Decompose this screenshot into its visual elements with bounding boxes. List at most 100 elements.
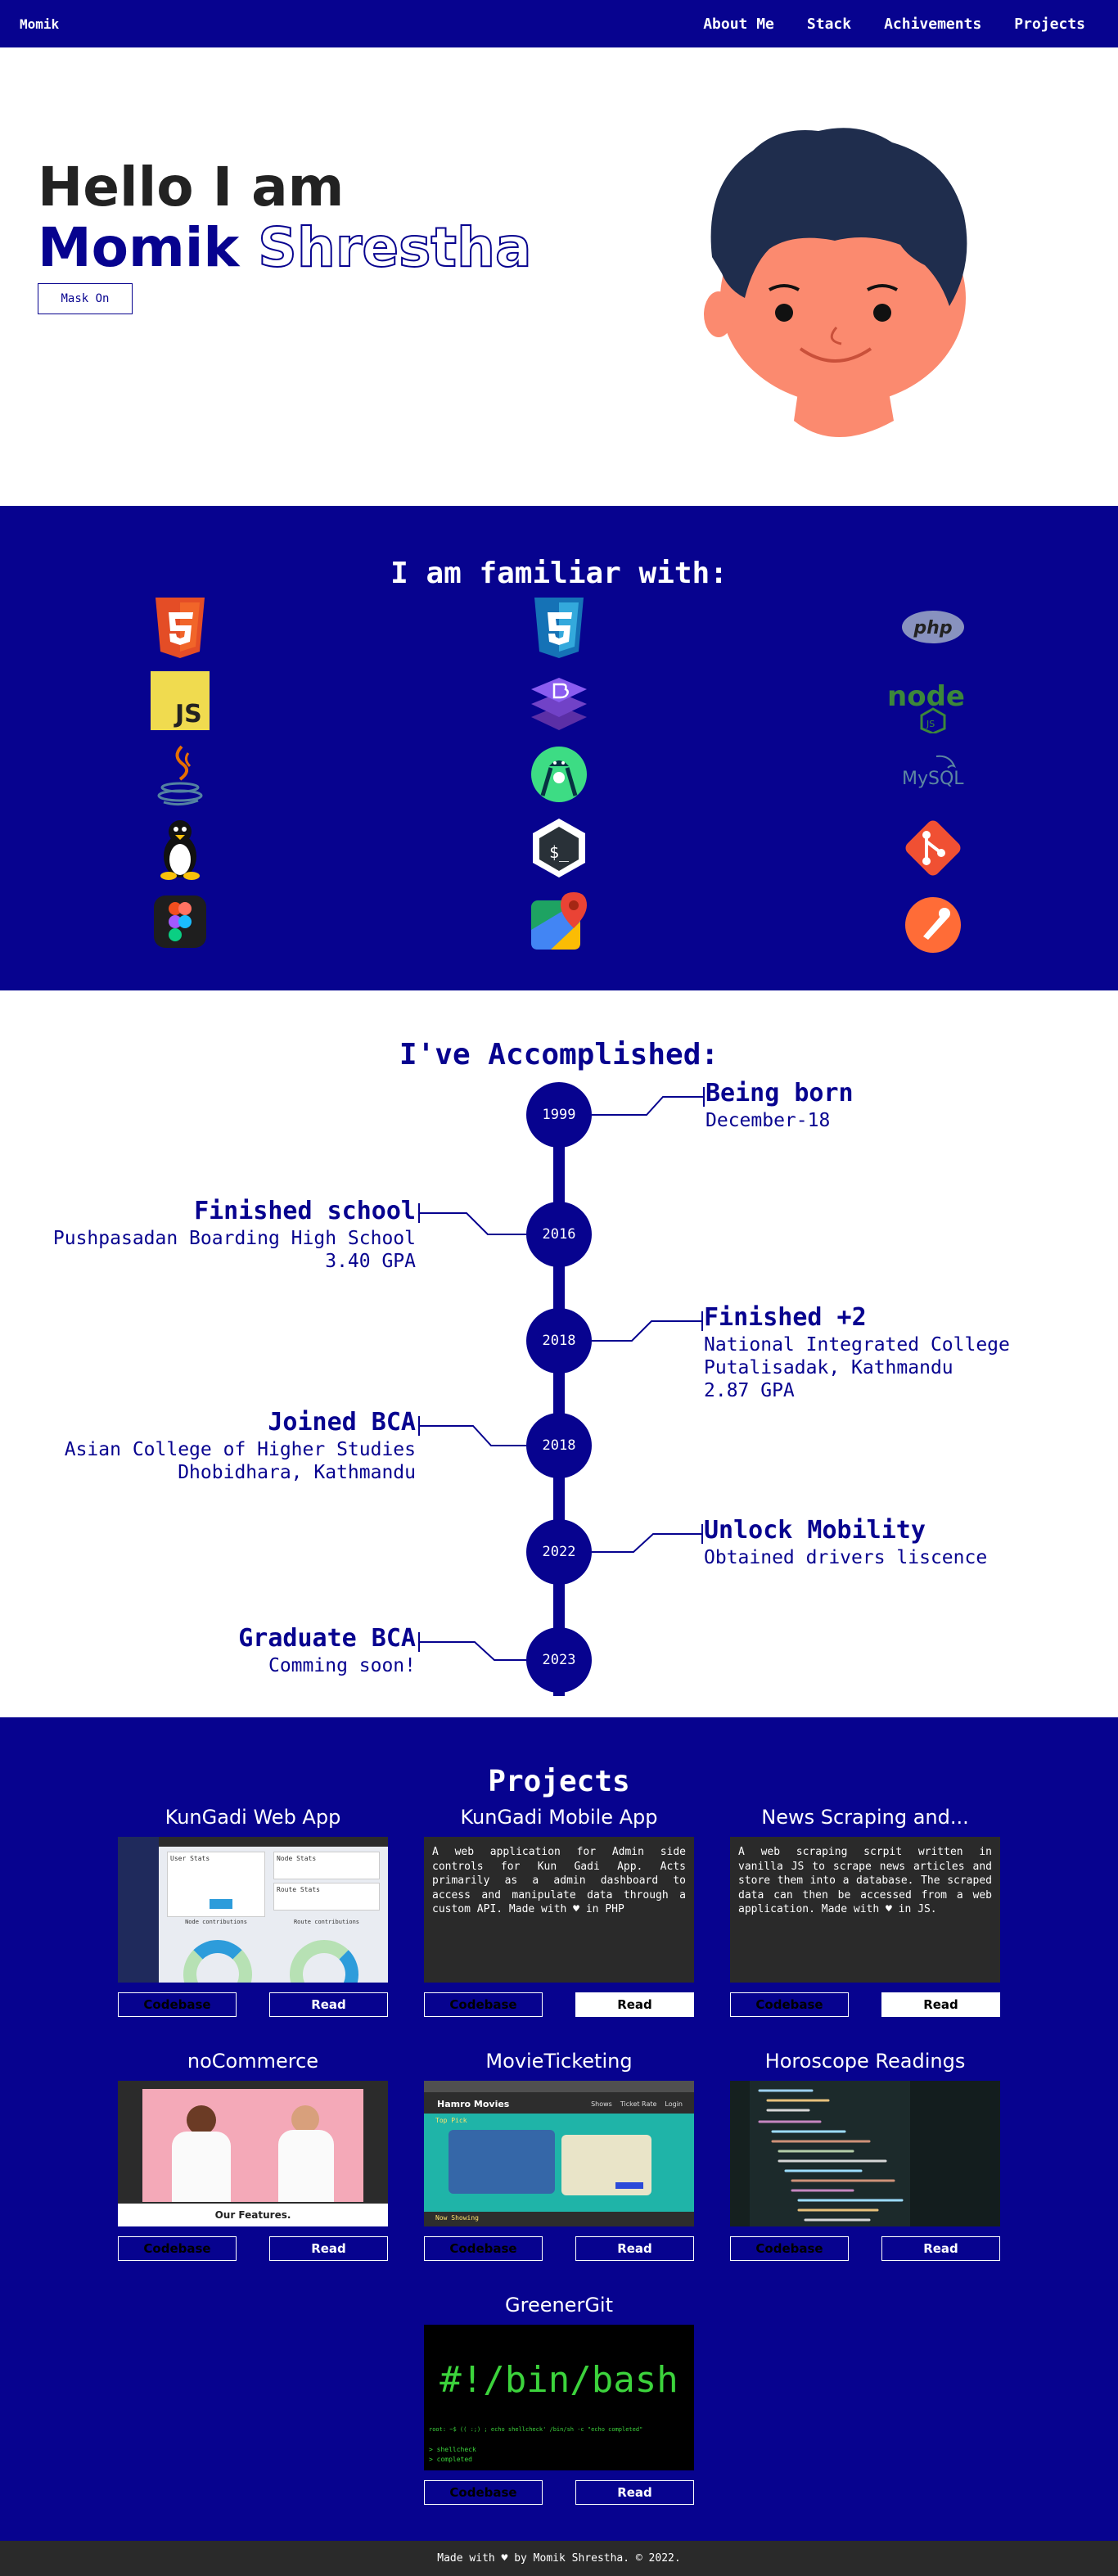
project-card-kungadi-web: KunGadi Web App User Stats Node Stats Ro… <box>118 1804 388 2017</box>
nav-link-about-me[interactable]: About Me <box>703 15 774 33</box>
codebase-button[interactable]: Codebase <box>118 1992 237 2017</box>
event-line: 2.87 GPA <box>704 1379 795 1401</box>
top-navbar: Momik About Me Stack Achivements Project… <box>0 0 1118 47</box>
event-title: Finished +2 <box>704 1303 867 1332</box>
bash-output-2: > completed <box>429 2456 472 2463</box>
achievements-title: I've Accomplished: <box>399 1038 719 1071</box>
hero-name: Momik Shrestha <box>38 215 533 280</box>
codebase-button[interactable]: Codebase <box>730 1992 849 2017</box>
java-icon <box>157 745 203 806</box>
javascript-icon-label: JS <box>174 700 202 729</box>
bash-shebang-text: #!/bin/bash <box>440 2359 678 2401</box>
project-actions: Codebase Read <box>424 1992 694 2017</box>
projects-section: Projects KunGadi Web App User Stats Node… <box>0 1717 1118 2541</box>
timeline-node-2023: 2023 <box>526 1627 592 1693</box>
project-card-kungadi-mobile: KunGadi Mobile App A web application for… <box>424 1804 694 2017</box>
css3-icon <box>534 598 584 658</box>
codebase-button[interactable]: Codebase <box>424 2236 543 2261</box>
mask-on-button[interactable]: Mask On <box>38 283 133 314</box>
google-maps-icon <box>531 892 587 950</box>
project-actions: Codebase Read <box>118 2236 388 2261</box>
event-title: Graduate BCA <box>238 1624 416 1653</box>
event-being-born: Being born December-18 <box>706 1079 854 1132</box>
codebase-button[interactable]: Codebase <box>424 2480 543 2505</box>
event-line: Dhobidhara, Kathmandu <box>178 1461 416 1483</box>
project-title: noCommerce <box>187 2050 319 2073</box>
footer-text: Made with ♥ by Momik Shrestha. © 2022. <box>437 2552 681 2565</box>
dashboard-node-contrib: Node contributions <box>185 1919 247 1925</box>
nav-link-projects[interactable]: Projects <box>1014 15 1085 33</box>
event-line: Comming soon! <box>268 1654 416 1676</box>
read-button[interactable]: Read <box>269 2236 388 2261</box>
nav-link-stack[interactable]: Stack <box>806 15 852 33</box>
read-button[interactable]: Read <box>575 2480 694 2505</box>
achievements-section: I've Accomplished: 1999 2016 2018 2018 2… <box>0 990 1118 1717</box>
read-button[interactable]: Read <box>575 2236 694 2261</box>
project-title: KunGadi Web App <box>165 1806 341 1829</box>
dashboard-route-contrib: Route contributions <box>293 1919 360 1925</box>
project-actions: Codebase Read <box>118 1992 388 2017</box>
nodejs-icon-sublabel: JS <box>926 719 935 729</box>
mysql-icon-label: MySQL <box>902 769 964 789</box>
project-card-horoscope: Horoscope Readings <box>730 2048 1000 2261</box>
event-line: Pushpasadan Boarding High School <box>52 1227 416 1249</box>
event-line: December-18 <box>706 1109 831 1131</box>
projects-title: Projects <box>488 1765 630 1798</box>
code-editor-illustration-icon <box>730 2081 1000 2226</box>
footer: Made with ♥ by Momik Shrestha. © 2022. <box>0 2541 1118 2576</box>
php-icon-label: php <box>913 618 952 638</box>
mysql-icon: MySQL <box>902 755 964 789</box>
event-graduate-bca: Graduate BCA Comming soon! <box>238 1624 416 1677</box>
project-title: GreenerGit <box>505 2294 613 2317</box>
nav-link-achievements[interactable]: Achivements <box>884 15 982 33</box>
read-button[interactable]: Read <box>881 2236 1000 2261</box>
project-title: Horoscope Readings <box>764 2050 966 2073</box>
movies-top-pick: Top Pick <box>435 2117 467 2124</box>
read-button[interactable]: Read <box>881 1992 1000 2017</box>
project-actions: Codebase Read <box>424 2480 694 2505</box>
brand-logo[interactable]: Momik <box>20 16 60 32</box>
movies-nav: Shows Ticket Rate Login <box>591 2100 683 2108</box>
project-thumbnail: Our Features. <box>118 2081 388 2226</box>
figma-icon <box>154 896 206 948</box>
hero-last-name: Shrestha <box>257 215 532 280</box>
stack-section: I am familiar with: JS <box>0 506 1118 990</box>
codebase-button[interactable]: Codebase <box>118 2236 237 2261</box>
project-title: KunGadi Mobile App <box>460 1806 658 1829</box>
stack-title: I am familiar with: <box>390 557 728 590</box>
event-title: Finished school <box>194 1197 416 1225</box>
project-card-movieticketing: MovieTicketing Hamro Movies Shows Ticket… <box>424 2048 694 2261</box>
project-thumbnail: #!/bin/bash root: ~$ (( :;) ; echo shell… <box>424 2325 694 2470</box>
codebase-button[interactable]: Codebase <box>424 1992 543 2017</box>
timeline-node-2016: 2016 <box>526 1202 592 1267</box>
read-button[interactable]: Read <box>269 1992 388 2017</box>
codebase-button[interactable]: Codebase <box>730 2236 849 2261</box>
bash-icon-label: $_ <box>549 842 570 862</box>
hero-greeting: Hello I am <box>38 156 345 219</box>
project-description: A web application for Admin side control… <box>424 1837 694 1983</box>
timeline-node-2018b: 2018 <box>526 1413 592 1478</box>
linux-icon <box>160 820 200 880</box>
bash-output-1: > shellcheck <box>429 2446 476 2453</box>
nodejs-icon: node JS <box>887 680 965 733</box>
nocommerce-caption: Our Features. <box>118 2204 388 2226</box>
git-icon <box>905 820 961 876</box>
nav-links: About Me Stack Achivements Projects <box>703 16 1085 33</box>
event-finished-plus2: Finished +2 National Integrated College … <box>704 1303 1010 1402</box>
event-title: Unlock Mobility <box>704 1516 926 1545</box>
project-title: News Scraping and... <box>761 1806 969 1829</box>
event-line: Putalisadak, Kathmandu <box>704 1356 953 1378</box>
postman-icon <box>905 897 961 953</box>
project-actions: Codebase Read <box>424 2236 694 2261</box>
bash-icon: $_ <box>533 819 585 877</box>
read-button[interactable]: Read <box>575 1992 694 2017</box>
project-title: MovieTicketing <box>485 2050 633 2073</box>
project-card-news-scraping: News Scraping and... A web scraping scrp… <box>730 1804 1000 2017</box>
hero-first-name: Momik <box>38 216 240 279</box>
php-icon: php <box>902 611 964 643</box>
bash-command-text: root: ~$ (( :;) ; echo shellcheck' /bin/… <box>429 2426 643 2433</box>
event-line: Asian College of Higher Studies <box>64 1438 416 1460</box>
event-title: Being born <box>706 1079 854 1108</box>
hero-section: Hello I am Momik Shrestha Mask On <box>0 47 1118 506</box>
event-finished-school: Finished school Pushpasadan Boarding Hig… <box>53 1197 416 1273</box>
